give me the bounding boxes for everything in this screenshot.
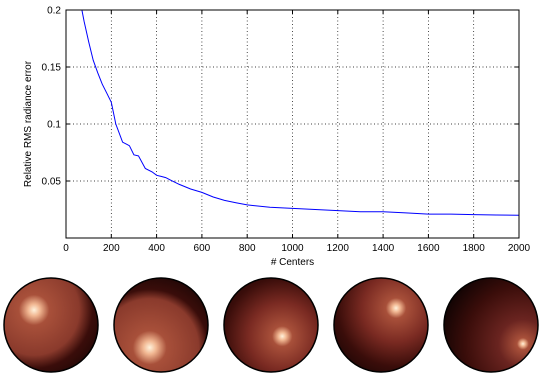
sphere-rendering [443, 277, 539, 373]
sphere-rendering [223, 277, 319, 373]
sphere-rendering [113, 277, 209, 373]
x-tick-label: 1000 [281, 243, 304, 254]
y-tick-label: 0.1 [47, 120, 61, 131]
sphere-rendering [3, 277, 99, 373]
x-tick-label: 1200 [327, 243, 350, 254]
x-tick-label: 1800 [463, 243, 486, 254]
x-tick-label: 0 [63, 243, 69, 254]
x-axis-label: # Centers [271, 257, 314, 268]
x-tick-label: 1600 [417, 243, 440, 254]
sphere-rendering [333, 277, 429, 373]
sphere-renderings [3, 277, 539, 373]
y-tick-label: 0.15 [42, 63, 62, 74]
x-tick-label: 200 [103, 243, 120, 254]
y-axis-label: Relative RMS radiance error [23, 60, 34, 187]
plot-frame [65, 9, 520, 239]
x-tick-label: 2000 [508, 243, 531, 254]
x-tick-label: 800 [239, 243, 256, 254]
y-tick-label: 0.2 [47, 6, 61, 17]
y-tick-label: 0.05 [42, 177, 62, 188]
x-axis: 0 200 400 600 800 1000 1200 1400 1600 1800 2000 [63, 10, 531, 254]
x-tick-label: 400 [148, 243, 165, 254]
series-line [81, 9, 520, 216]
error-plot: 0 200 400 600 800 1000 1200 1400 1600 1800 2000 0.… [42, 6, 531, 255]
grid [66, 10, 519, 238]
x-tick-label: 1400 [372, 243, 395, 254]
x-tick-label: 600 [194, 243, 211, 254]
